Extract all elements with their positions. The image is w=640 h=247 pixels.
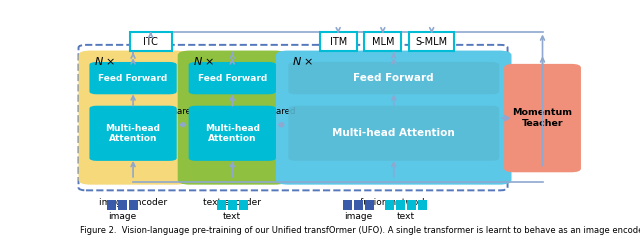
Text: Momentum
Teacher: Momentum Teacher bbox=[513, 108, 573, 128]
Bar bbox=[118, 200, 127, 210]
Text: Figure 2.  Vision-language pre-training of our Unified transfOrmer (UFO). A sing: Figure 2. Vision-language pre-training o… bbox=[80, 226, 640, 235]
Bar bbox=[343, 200, 352, 210]
Bar bbox=[418, 200, 427, 210]
Text: Feed Forward: Feed Forward bbox=[353, 73, 434, 83]
FancyBboxPatch shape bbox=[276, 51, 511, 185]
Bar bbox=[129, 200, 138, 210]
Text: shared: shared bbox=[168, 107, 197, 116]
Text: Multi-head
Attention: Multi-head Attention bbox=[106, 124, 161, 143]
Text: text encoder: text encoder bbox=[204, 198, 261, 207]
FancyBboxPatch shape bbox=[409, 33, 454, 51]
Text: text: text bbox=[397, 212, 415, 221]
Text: fusion network: fusion network bbox=[360, 198, 428, 207]
Text: shared: shared bbox=[267, 107, 296, 116]
FancyBboxPatch shape bbox=[189, 62, 276, 94]
FancyBboxPatch shape bbox=[504, 64, 581, 172]
Text: $N$ ×: $N$ × bbox=[193, 55, 215, 67]
Text: Feed Forward: Feed Forward bbox=[198, 74, 267, 83]
FancyBboxPatch shape bbox=[319, 33, 356, 51]
Bar bbox=[396, 200, 405, 210]
Text: MLM: MLM bbox=[372, 37, 394, 46]
Bar bbox=[108, 200, 116, 210]
Bar bbox=[365, 200, 374, 210]
FancyBboxPatch shape bbox=[79, 51, 188, 185]
Bar bbox=[385, 200, 394, 210]
Text: S-MLM: S-MLM bbox=[415, 37, 448, 46]
Text: image: image bbox=[344, 212, 372, 221]
Text: $N$ ×: $N$ × bbox=[94, 55, 116, 67]
FancyBboxPatch shape bbox=[364, 33, 401, 51]
Text: image: image bbox=[109, 212, 137, 221]
Text: Multi-head
Attention: Multi-head Attention bbox=[205, 124, 260, 143]
Text: text: text bbox=[223, 212, 241, 221]
Bar bbox=[239, 200, 248, 210]
Text: image encoder: image encoder bbox=[99, 198, 167, 207]
FancyBboxPatch shape bbox=[90, 62, 177, 94]
Text: ITC: ITC bbox=[143, 37, 158, 46]
FancyBboxPatch shape bbox=[178, 51, 287, 185]
FancyBboxPatch shape bbox=[90, 106, 177, 161]
Bar bbox=[407, 200, 416, 210]
Text: $N$ ×: $N$ × bbox=[292, 55, 314, 67]
Text: Feed Forward: Feed Forward bbox=[99, 74, 168, 83]
Bar bbox=[354, 200, 363, 210]
FancyBboxPatch shape bbox=[189, 106, 276, 161]
FancyBboxPatch shape bbox=[288, 62, 499, 94]
FancyBboxPatch shape bbox=[288, 106, 499, 161]
Text: Multi-head Attention: Multi-head Attention bbox=[332, 128, 455, 138]
Bar bbox=[228, 200, 237, 210]
Bar bbox=[217, 200, 226, 210]
FancyBboxPatch shape bbox=[129, 33, 172, 51]
Text: ITM: ITM bbox=[330, 37, 347, 46]
